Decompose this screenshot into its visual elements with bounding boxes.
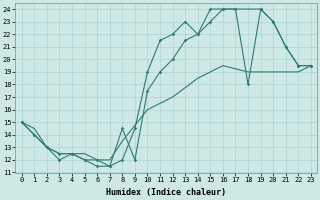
X-axis label: Humidex (Indice chaleur): Humidex (Indice chaleur) (106, 188, 226, 197)
